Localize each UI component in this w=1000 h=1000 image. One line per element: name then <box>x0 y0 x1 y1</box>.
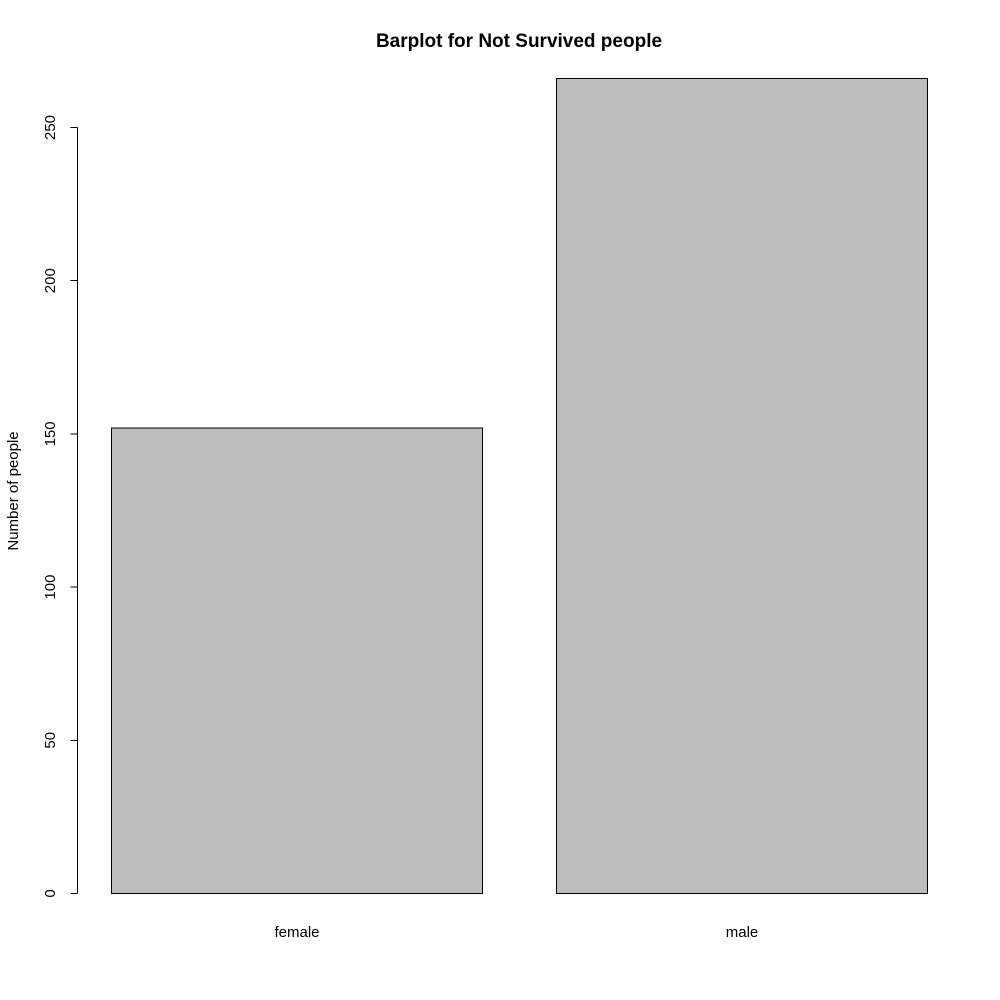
y-tick-label: 0 <box>42 889 59 897</box>
y-tick-label: 150 <box>42 421 59 446</box>
x-tick-label-male: male <box>726 924 759 941</box>
y-axis: 0 50 100 150 200 250 <box>42 115 78 898</box>
bar-male <box>556 77 928 894</box>
bars <box>111 77 928 894</box>
y-axis-label: Number of people <box>5 431 22 550</box>
y-tick-label: 250 <box>42 115 59 140</box>
y-tick-label: 100 <box>42 575 59 600</box>
bar-female <box>111 427 483 894</box>
y-tick-label: 200 <box>42 268 59 293</box>
x-tick-label-female: female <box>274 924 319 941</box>
chart-title: Barplot for Not Survived people <box>376 31 662 52</box>
x-axis-labels: female male <box>274 924 758 941</box>
y-tick-label: 50 <box>42 732 59 749</box>
